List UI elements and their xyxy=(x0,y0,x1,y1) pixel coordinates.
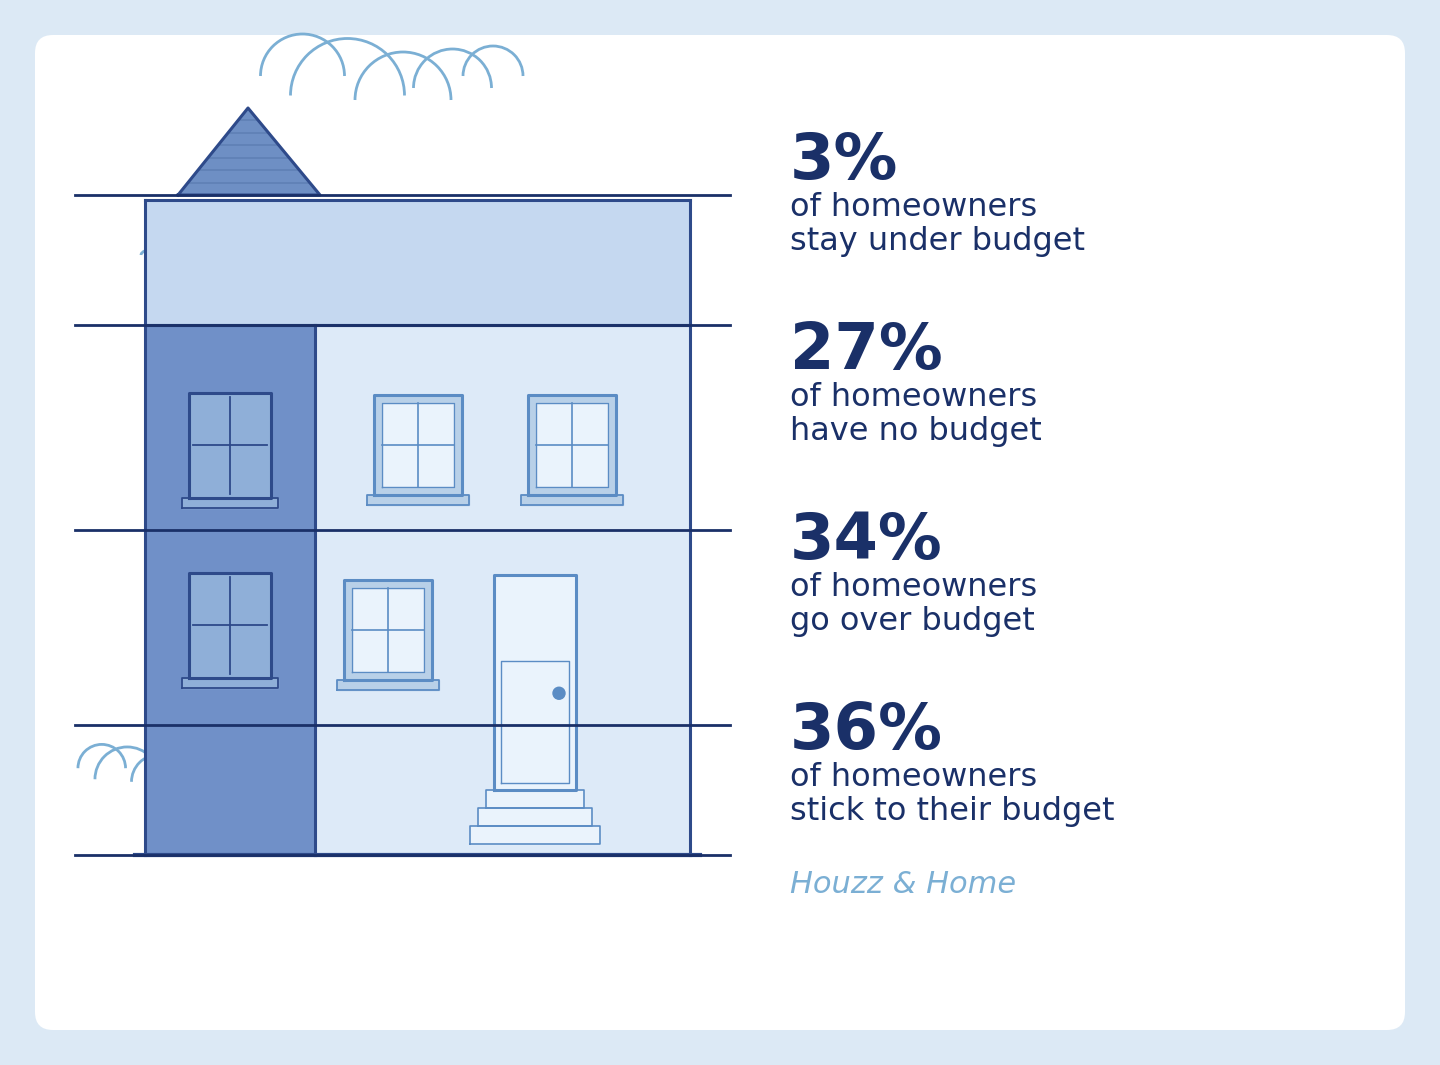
Polygon shape xyxy=(374,395,462,495)
Text: of homeowners: of homeowners xyxy=(791,382,1037,413)
Polygon shape xyxy=(528,395,616,495)
Polygon shape xyxy=(478,808,592,826)
Text: 34%: 34% xyxy=(791,510,943,572)
Text: Houzz & Home: Houzz & Home xyxy=(791,870,1017,899)
Polygon shape xyxy=(521,495,624,505)
Text: 36%: 36% xyxy=(791,700,943,761)
Polygon shape xyxy=(367,495,469,505)
Text: 3%: 3% xyxy=(791,130,899,192)
Polygon shape xyxy=(189,573,271,677)
Text: of homeowners: of homeowners xyxy=(791,572,1037,603)
Text: have no budget: have no budget xyxy=(791,416,1041,447)
Text: stick to their budget: stick to their budget xyxy=(791,796,1115,828)
Text: stay under budget: stay under budget xyxy=(791,226,1084,257)
Polygon shape xyxy=(344,580,432,679)
Circle shape xyxy=(553,687,564,700)
Text: of homeowners: of homeowners xyxy=(791,761,1037,793)
Polygon shape xyxy=(189,393,271,497)
Polygon shape xyxy=(181,497,278,508)
Polygon shape xyxy=(487,790,585,808)
Polygon shape xyxy=(536,403,608,487)
FancyBboxPatch shape xyxy=(35,35,1405,1030)
Polygon shape xyxy=(315,325,690,855)
Polygon shape xyxy=(494,575,576,790)
Text: go over budget: go over budget xyxy=(791,606,1035,637)
Polygon shape xyxy=(179,108,320,195)
Polygon shape xyxy=(145,325,315,855)
Polygon shape xyxy=(337,679,439,690)
Text: of homeowners: of homeowners xyxy=(791,192,1037,223)
Polygon shape xyxy=(382,403,454,487)
Polygon shape xyxy=(145,200,690,325)
Text: 27%: 27% xyxy=(791,320,943,382)
Polygon shape xyxy=(351,588,423,672)
Polygon shape xyxy=(181,677,278,688)
Polygon shape xyxy=(469,826,600,843)
